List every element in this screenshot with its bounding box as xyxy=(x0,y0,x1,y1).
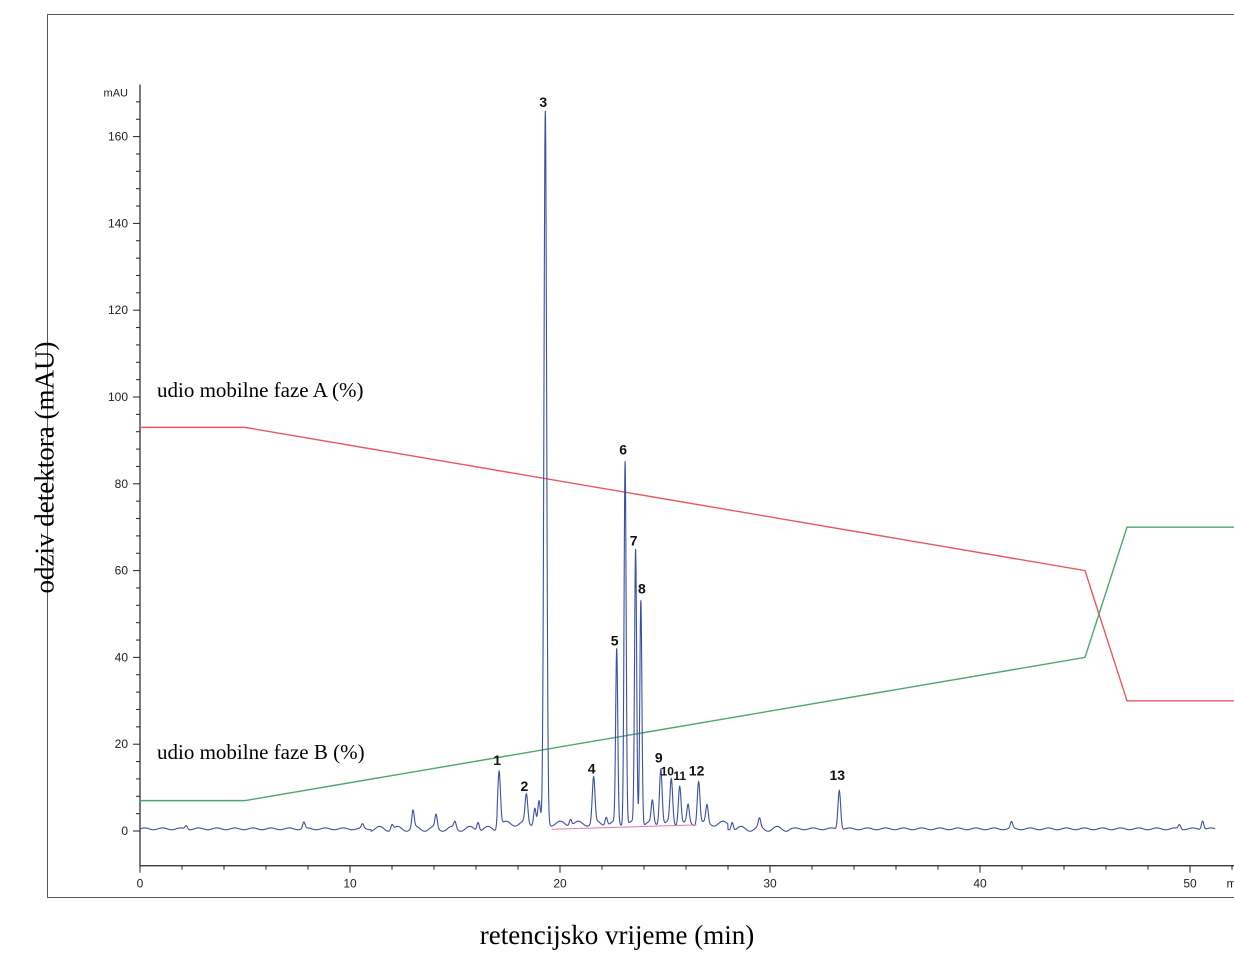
series-line-phase-b xyxy=(140,526,1234,802)
peak-label: 9 xyxy=(655,750,663,766)
y-axis-title: odziv detektora (mAU) xyxy=(29,341,60,594)
peak-label: 2 xyxy=(521,778,529,794)
series-line-phase-a xyxy=(140,426,1234,702)
x-tick-label: 20 xyxy=(553,877,567,891)
peak-label: 7 xyxy=(630,533,638,549)
peak-label: 8 xyxy=(638,580,646,596)
x-tick-label: 10 xyxy=(343,877,357,891)
x-tick-label: 40 xyxy=(973,877,987,891)
integration-baseline xyxy=(551,824,697,830)
y-tick-label: 40 xyxy=(115,650,129,664)
y-tick-label: 80 xyxy=(115,477,129,491)
chart-frame xyxy=(47,14,1234,898)
y-tick-label: 160 xyxy=(108,130,128,144)
x-tick-label: 50 xyxy=(1183,877,1197,891)
y-tick-label: 0 xyxy=(121,824,128,838)
y-tick-label: 120 xyxy=(108,303,128,317)
x-tick-label: 30 xyxy=(763,877,777,891)
x-unit-label: min xyxy=(1227,877,1234,891)
peak-label: 3 xyxy=(539,94,547,110)
chromatogram-trace xyxy=(139,110,1216,832)
x-axis-title: retencijsko vrijeme (min) xyxy=(479,920,755,950)
peak-label: 4 xyxy=(588,760,596,776)
y-tick-label: 140 xyxy=(108,216,128,230)
peak-label: 10 xyxy=(661,765,675,779)
y-tick-label: 60 xyxy=(115,564,129,578)
peak-label: 12 xyxy=(689,763,705,779)
y-tick-label: 20 xyxy=(115,737,129,751)
legend-phase-b: udio mobilne faze B (%) xyxy=(157,740,365,764)
y-unit-label: mAU xyxy=(104,88,129,100)
legend-phase-a: udio mobilne faze A (%) xyxy=(157,378,364,402)
peak-label: 13 xyxy=(830,767,846,783)
x-tick-label: 0 xyxy=(137,877,144,891)
peak-label: 1 xyxy=(493,752,501,768)
y-tick-label: 100 xyxy=(108,390,128,404)
peak-label: 5 xyxy=(611,632,619,648)
peak-label: 11 xyxy=(673,769,686,783)
peak-label: 6 xyxy=(619,441,627,457)
